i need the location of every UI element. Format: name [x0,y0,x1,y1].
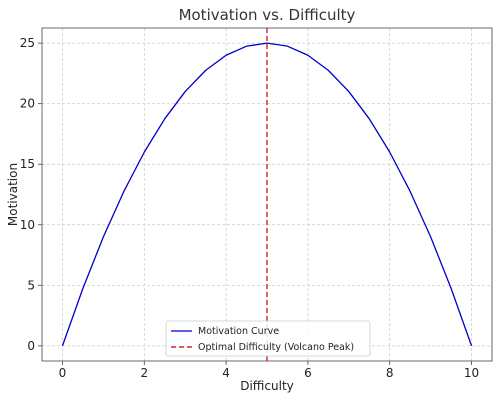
x-tick-label: 0 [59,366,67,380]
legend-entry-optimal-difficulty: Optimal Difficulty (Volcano Peak) [198,342,354,353]
y-tick-label: 25 [20,36,35,50]
legend-entry-motivation-curve: Motivation Curve [198,326,279,337]
y-tick-label: 15 [20,157,35,171]
y-tick-label: 10 [20,218,35,232]
series-line-motivation-curve [61,42,473,347]
y-tick-label: 0 [27,339,35,353]
chart-title: Motivation vs. Difficulty [179,6,356,24]
legend-box [165,320,371,357]
x-tick-label: 8 [386,366,394,380]
x-axis-label: Difficulty [240,379,294,393]
legend: Motivation Curve Optimal Difficulty (Vol… [165,320,371,357]
x-tick-label: 2 [140,366,148,380]
x-tick-label: 6 [304,366,312,380]
y-axis-label: Motivation [6,163,20,226]
axis-ticks: 0 2 4 6 8 10 0 5 10 15 20 25 [20,36,479,380]
y-tick-label: 5 [27,278,35,292]
x-tick-label: 10 [464,366,479,380]
series-layer [61,28,473,361]
y-tick-label: 20 [20,97,35,111]
x-tick-label: 4 [222,366,230,380]
